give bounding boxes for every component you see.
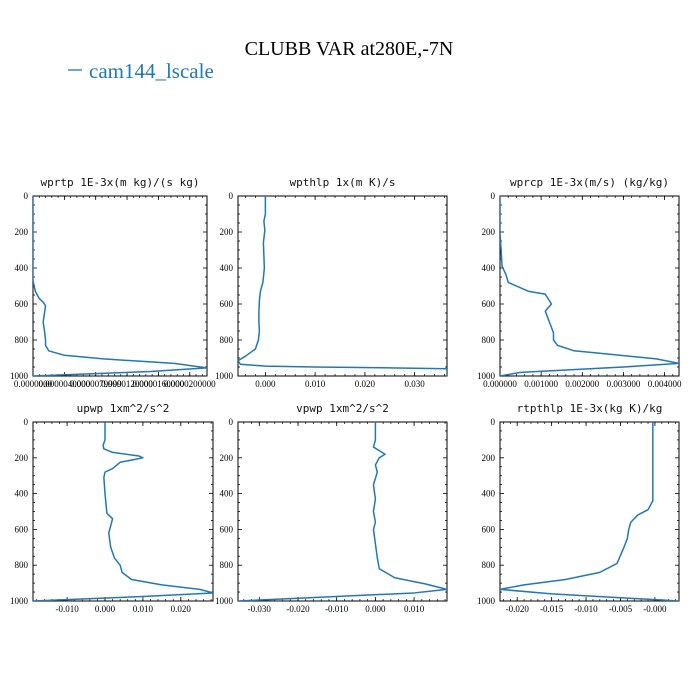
y-tick-label: 1000: [477, 371, 496, 381]
y-tick-label: 400: [220, 489, 234, 499]
y-tick-label: 400: [15, 263, 29, 273]
x-tick-label: 0.000: [255, 379, 276, 389]
subplot-2: wpthlp 1x(m K)/s 0 200 400 600 800 1000 0.000 0.…: [215, 176, 448, 389]
x-tick-label: 0.004000: [648, 379, 682, 389]
subplot-4: upwp 1xm^2/s^2 0 200 400 600 800 1000 -0.010 0.0…: [10, 402, 214, 614]
y-tick-label: 0: [229, 191, 234, 201]
y-tick-label: 1000: [215, 371, 234, 381]
subplot-5: vpwp 1xm^2/s^2 0 200 400 600 800 1000 -0.030 -0.…: [215, 402, 448, 614]
y-tick-label: 200: [15, 453, 29, 463]
x-tick-label: 0.000: [365, 604, 386, 614]
y-tick-label: 600: [220, 299, 234, 309]
x-tick-label: 0.0000079999: [70, 379, 122, 389]
x-tick-label: -0.010: [55, 604, 79, 614]
y-tick-label: 200: [220, 453, 234, 463]
plot-frame: [237, 195, 448, 377]
y-tick-label: 200: [482, 453, 496, 463]
legend: cam144_lscale: [68, 59, 214, 83]
x-tick-label: 0.010: [133, 604, 154, 614]
series-line: [500, 422, 679, 601]
x-tick-label: 0.0000040000: [38, 379, 90, 389]
series-line: [33, 196, 207, 376]
subplot-6: rtpthlp 1E-3x(kg K)/kg02004006008001000-…: [477, 402, 680, 614]
x-tick-label: -0.020: [506, 604, 530, 614]
plot-frame: [237, 421, 448, 602]
x-tick-label: 0.002000: [565, 379, 599, 389]
x-tick-label: -0.000: [643, 604, 667, 614]
y-tick-label: 600: [15, 524, 29, 534]
y-tick-label: 600: [482, 524, 496, 534]
x-tick-label: -0.030: [248, 604, 272, 614]
y-tick-label: 400: [482, 489, 496, 499]
x-tick-label: 0.020: [355, 379, 376, 389]
y-tick-label: 0: [229, 417, 234, 427]
y-tick-label: 800: [482, 335, 496, 345]
y-tick-label: 400: [220, 263, 234, 273]
subplot-title: upwp 1xm^2/s^2: [77, 402, 170, 415]
y-tick-label: 1000: [477, 596, 496, 606]
plot-frame: [32, 421, 214, 602]
y-tick-label: 800: [482, 560, 496, 570]
y-tick-label: 1000: [10, 596, 29, 606]
x-tick-label: 0.020: [171, 604, 192, 614]
y-tick-label: 200: [482, 227, 496, 237]
y-tick-label: 0: [24, 417, 29, 427]
series-line: [500, 196, 679, 376]
subplot-title: rtpthlp 1E-3x(kg K)/kg: [517, 402, 663, 415]
y-tick-label: 600: [220, 524, 234, 534]
x-tick-label: 0.0000160000: [133, 379, 185, 389]
x-tick-label: 0.010: [404, 604, 425, 614]
plot-frame: [499, 195, 680, 377]
y-tick-label: 600: [482, 299, 496, 309]
x-tick-label: 0.0000200000: [164, 379, 216, 389]
y-tick-label: 0: [491, 191, 496, 201]
series-line: [33, 422, 213, 601]
x-tick-label: 0.010: [305, 379, 326, 389]
y-tick-label: 200: [220, 227, 234, 237]
subplot-3: wprcp 1E-3x(m/s) (kg/kg) 0 200 400 600 800 100…: [477, 176, 682, 389]
x-tick-label: 0.000: [95, 604, 116, 614]
x-tick-label: 0.0000000: [14, 379, 53, 389]
series-line: [238, 196, 447, 376]
x-tick-label: 0.0000120000: [101, 379, 153, 389]
y-tick-label: 800: [220, 335, 234, 345]
subplot-title: wpthlp 1x(m K)/s: [290, 176, 396, 189]
subplot-grid: wprtp 1E-3x(m kg)/(s kg) 0 200 400 600 800 100…: [10, 176, 682, 614]
x-tick-label: -0.010: [325, 604, 349, 614]
y-tick-label: 1000: [215, 596, 234, 606]
x-tick-label: -0.010: [574, 604, 598, 614]
x-tick-label: 0.000000: [483, 379, 517, 389]
y-tick-label: 0: [24, 191, 29, 201]
x-tick-label: -0.015: [540, 604, 564, 614]
subplot-title: wprtp 1E-3x(m kg)/(s kg): [41, 176, 200, 189]
y-tick-label: 600: [15, 299, 29, 309]
legend-label: cam144_lscale: [89, 59, 214, 83]
y-tick-label: 800: [220, 560, 234, 570]
x-tick-label: 0.003000: [607, 379, 641, 389]
y-tick-label: 800: [15, 560, 29, 570]
y-tick-label: 0: [491, 417, 496, 427]
x-tick-label: -0.005: [609, 604, 633, 614]
x-tick-label: -0.020: [286, 604, 310, 614]
figure-title: CLUBB VAR at280E,-7N: [245, 38, 454, 60]
plot-frame: [32, 195, 208, 377]
y-tick-label: 400: [482, 263, 496, 273]
subplot-title: vpwp 1xm^2/s^2: [296, 402, 389, 415]
y-tick-label: 1000: [10, 371, 29, 381]
y-tick-label: 400: [15, 489, 29, 499]
series-line: [238, 422, 447, 601]
subplot-1: wprtp 1E-3x(m kg)/(s kg) 0 200 400 600 800 100…: [10, 176, 216, 389]
x-tick-label: 0.001000: [524, 379, 558, 389]
y-tick-label: 800: [15, 335, 29, 345]
y-tick-label: 200: [15, 227, 29, 237]
subplot-title: wprcp 1E-3x(m/s) (kg/kg): [510, 176, 669, 189]
x-tick-label: 0.030: [405, 379, 426, 389]
